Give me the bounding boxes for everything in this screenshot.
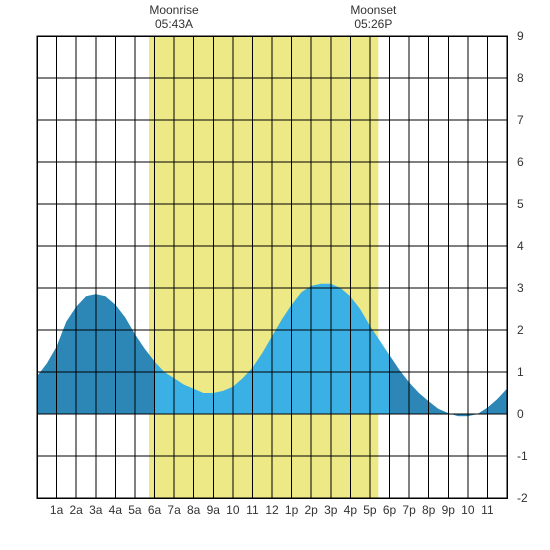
svg-text:6p: 6p	[383, 503, 397, 517]
svg-text:2: 2	[517, 323, 524, 337]
svg-text:2a: 2a	[69, 503, 83, 517]
svg-text:-1: -1	[517, 449, 528, 463]
svg-text:9: 9	[517, 29, 524, 43]
svg-text:05:43A: 05:43A	[155, 17, 193, 31]
svg-text:05:26P: 05:26P	[354, 17, 392, 31]
tide-chart: 1a2a3a4a5a6a7a8a9a1011121p2p3p4p5p6p7p8p…	[0, 0, 550, 550]
svg-text:6a: 6a	[148, 503, 162, 517]
svg-text:3p: 3p	[324, 503, 338, 517]
svg-text:3a: 3a	[89, 503, 103, 517]
svg-text:11: 11	[246, 503, 259, 517]
svg-text:8p: 8p	[422, 503, 436, 517]
chart-svg: 1a2a3a4a5a6a7a8a9a1011121p2p3p4p5p6p7p8p…	[0, 0, 550, 550]
svg-text:10: 10	[226, 503, 240, 517]
svg-text:2p: 2p	[304, 503, 318, 517]
svg-text:Moonset: Moonset	[350, 3, 397, 17]
svg-text:Moonrise: Moonrise	[149, 3, 199, 17]
svg-text:12: 12	[265, 503, 279, 517]
svg-text:5p: 5p	[363, 503, 377, 517]
svg-text:4p: 4p	[344, 503, 358, 517]
svg-text:11: 11	[481, 503, 494, 517]
svg-text:8a: 8a	[187, 503, 201, 517]
svg-text:1p: 1p	[285, 503, 299, 517]
svg-text:9p: 9p	[442, 503, 456, 517]
svg-text:5: 5	[517, 197, 524, 211]
svg-text:7p: 7p	[402, 503, 416, 517]
svg-text:3: 3	[517, 281, 524, 295]
svg-text:7a: 7a	[167, 503, 181, 517]
svg-text:7: 7	[517, 113, 524, 127]
svg-text:8: 8	[517, 71, 524, 85]
svg-text:5a: 5a	[128, 503, 142, 517]
svg-text:1a: 1a	[50, 503, 64, 517]
svg-text:4: 4	[517, 239, 524, 253]
svg-text:4a: 4a	[109, 503, 123, 517]
svg-text:-2: -2	[517, 491, 528, 505]
svg-text:10: 10	[461, 503, 475, 517]
svg-text:6: 6	[517, 155, 524, 169]
svg-text:9a: 9a	[207, 503, 221, 517]
svg-text:0: 0	[517, 407, 524, 421]
svg-text:1: 1	[517, 365, 524, 379]
